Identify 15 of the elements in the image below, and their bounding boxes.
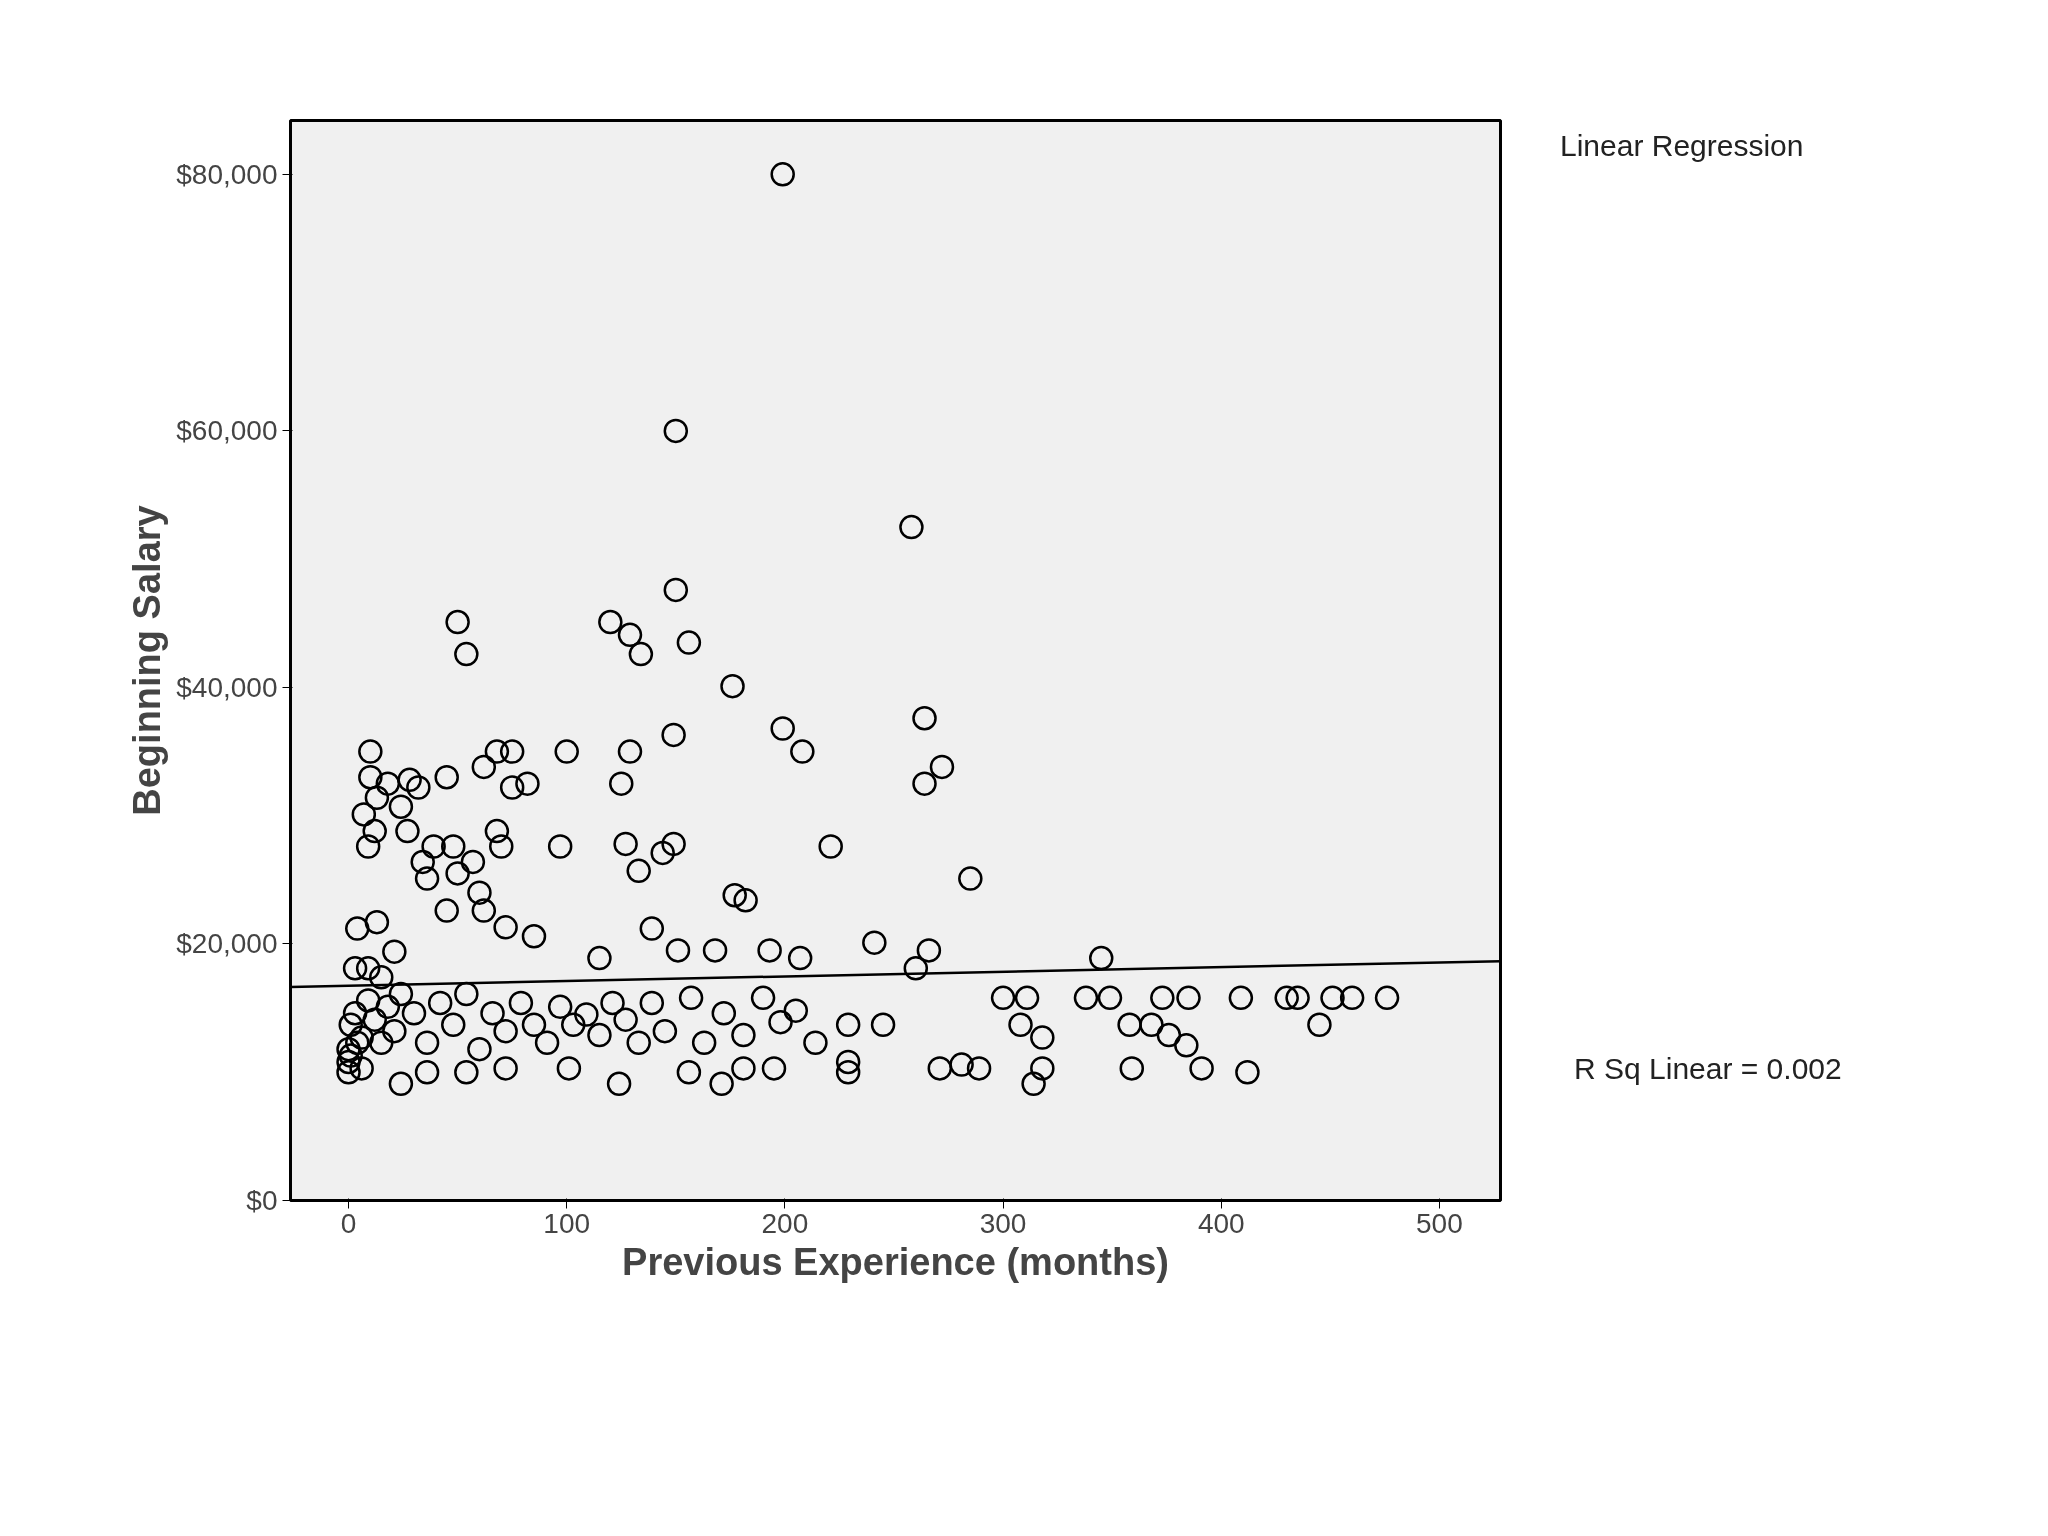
y-tick-label: $60,000 xyxy=(176,415,278,447)
y-tick-label: $20,000 xyxy=(176,928,278,960)
x-tick-label: 0 xyxy=(340,1207,357,1239)
x-tick-label: 100 xyxy=(543,1207,591,1239)
y-tick-label: $80,000 xyxy=(176,158,278,190)
y-axis-title: Beginning Salary xyxy=(126,505,169,816)
y-tick-label: $40,000 xyxy=(176,671,278,703)
y-tick-label: $0 xyxy=(246,1185,278,1216)
x-axis-title: Previous Experience (months) xyxy=(622,1240,1169,1283)
text: R Sq Linear = 0.002 xyxy=(1574,1050,1842,1087)
x-tick-label: 500 xyxy=(1416,1207,1463,1239)
x-tick-label: 400 xyxy=(1197,1207,1245,1239)
x-tick-label: 200 xyxy=(761,1207,809,1239)
x-tick-label: 300 xyxy=(979,1207,1027,1239)
text: Linear Regression xyxy=(1560,128,1804,164)
